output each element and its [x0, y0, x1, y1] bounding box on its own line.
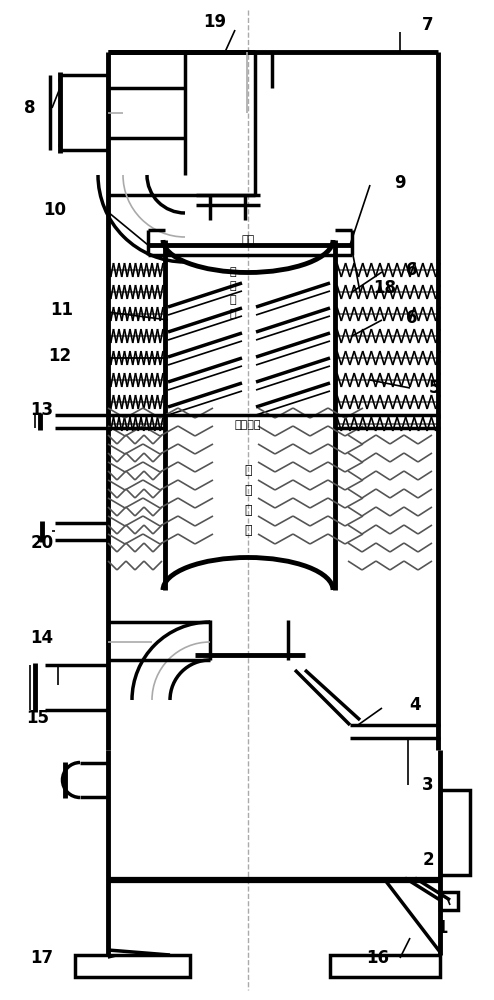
- Text: 释口: 释口: [242, 235, 254, 245]
- Text: 19: 19: [204, 13, 227, 31]
- Bar: [440, 892, 458, 910]
- Text: 汽: 汽: [230, 281, 236, 291]
- Text: 发: 发: [244, 504, 252, 516]
- Text: 4: 4: [409, 696, 421, 714]
- Text: 20: 20: [31, 534, 53, 552]
- Text: 蒸: 蒸: [244, 484, 252, 496]
- Text: 7: 7: [422, 16, 434, 34]
- Text: 导: 导: [230, 295, 236, 305]
- Text: 6: 6: [406, 261, 418, 279]
- Text: 6: 6: [406, 309, 418, 327]
- Text: 1: 1: [436, 919, 448, 937]
- Text: 8: 8: [24, 99, 36, 117]
- Text: 11: 11: [50, 301, 74, 319]
- Text: 9: 9: [394, 174, 406, 192]
- Text: 段: 段: [244, 524, 252, 536]
- Text: 蒸: 蒸: [230, 267, 236, 277]
- Text: 14: 14: [31, 629, 53, 647]
- Text: 17: 17: [31, 949, 53, 967]
- Bar: [75, 955, 190, 977]
- Text: 流: 流: [230, 309, 236, 319]
- Text: 2: 2: [422, 851, 434, 869]
- Text: 10: 10: [43, 201, 67, 219]
- Text: 水: 水: [244, 464, 252, 477]
- Text: 18: 18: [373, 279, 397, 297]
- Text: 5: 5: [429, 379, 441, 397]
- Text: 12: 12: [48, 347, 72, 365]
- Bar: [440, 790, 470, 875]
- Text: 汽水混合: 汽水混合: [235, 420, 261, 430]
- Text: 13: 13: [31, 401, 53, 419]
- Bar: [330, 955, 440, 977]
- Text: 15: 15: [27, 709, 49, 727]
- Text: 3: 3: [422, 776, 434, 794]
- Text: 16: 16: [367, 949, 389, 967]
